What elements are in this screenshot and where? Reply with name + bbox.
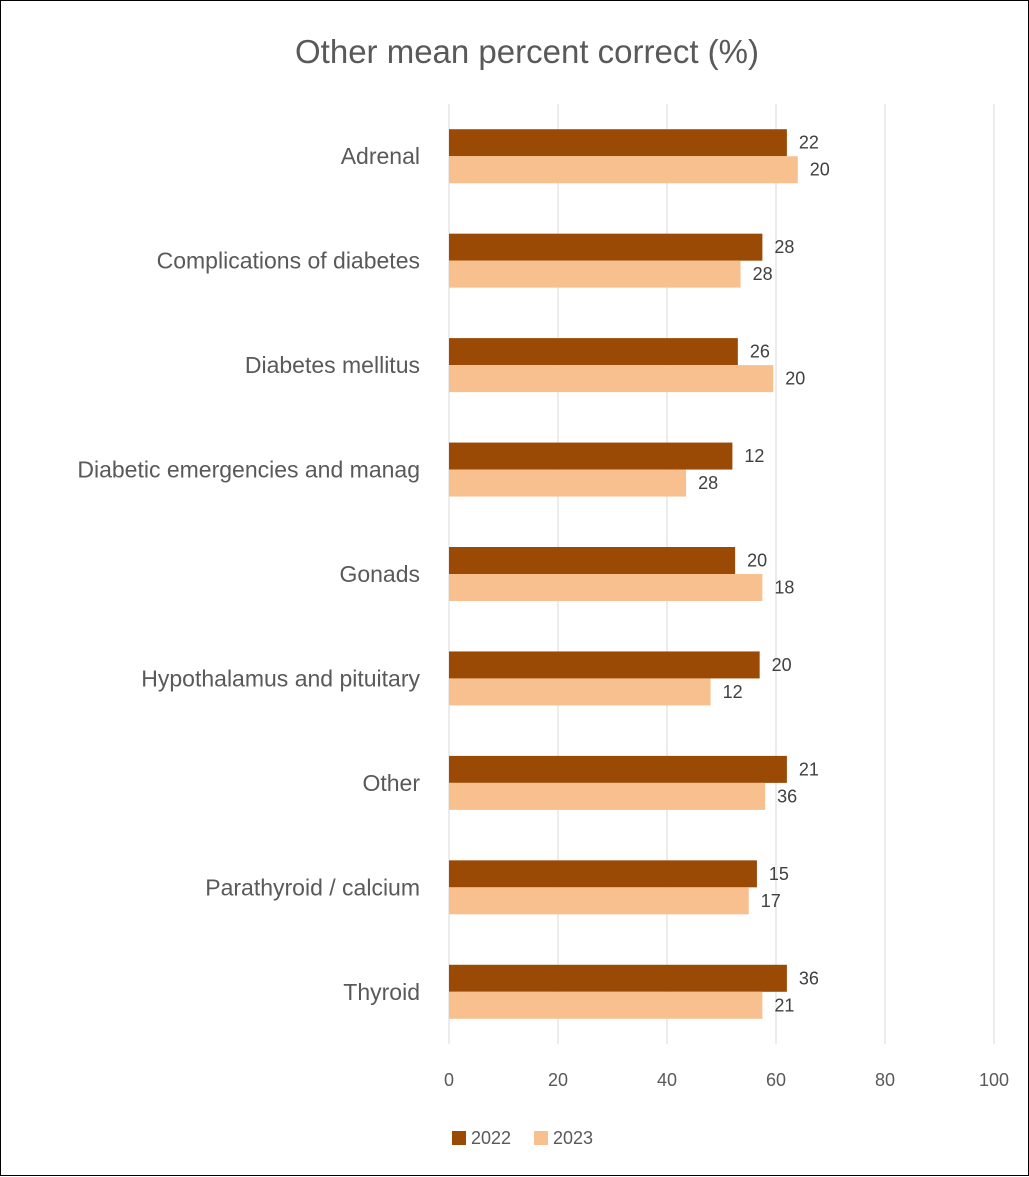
data-label: 28 — [774, 237, 794, 257]
bar-2022 — [449, 547, 736, 574]
x-tick-label: 100 — [979, 1070, 1009, 1090]
data-label: 21 — [774, 995, 794, 1015]
bar-2022 — [449, 129, 787, 157]
category-label: Diabetes mellitus — [245, 352, 420, 378]
bar-2023 — [449, 469, 687, 497]
bar-2023 — [449, 991, 763, 1019]
data-label: 28 — [753, 264, 773, 284]
legend-swatch — [452, 1131, 466, 1145]
x-tick-label: 60 — [766, 1070, 786, 1090]
data-label: 20 — [772, 655, 792, 675]
chart-title: Other mean percent correct (%) — [295, 33, 759, 70]
data-label: 26 — [750, 342, 770, 362]
data-label: 20 — [810, 160, 830, 180]
bar-2022 — [449, 860, 757, 888]
category-label: Thyroid — [343, 979, 420, 1005]
data-label: 20 — [785, 369, 805, 389]
bars — [449, 129, 798, 1019]
bar-2023 — [449, 156, 798, 184]
bar-2022 — [449, 233, 763, 261]
category-label: Hypothalamus and pituitary — [141, 665, 420, 691]
data-label: 21 — [799, 759, 819, 779]
labels: 0 20 40 60 80 100 Adrenal 22 20 Complications of … — [77, 133, 1009, 1090]
category-label: Complications of diabetes — [157, 248, 420, 274]
data-label: 12 — [744, 446, 764, 466]
legend-label: 2023 — [553, 1128, 593, 1148]
bar-2022 — [449, 442, 733, 470]
bar-2023 — [449, 260, 741, 288]
category-label: Gonads — [339, 561, 420, 587]
data-label: 17 — [761, 891, 781, 911]
category-label: Diabetic emergencies and manag — [77, 457, 420, 483]
category-label: Parathyroid / calcium — [205, 874, 420, 900]
data-label: 20 — [747, 551, 767, 571]
bar-2022 — [449, 964, 787, 992]
x-tick-label: 40 — [657, 1070, 677, 1090]
bar-2022 — [449, 338, 738, 366]
data-label: 36 — [777, 786, 797, 806]
bar-2023 — [449, 678, 711, 706]
legend-swatch — [534, 1131, 548, 1145]
category-label: Adrenal — [341, 143, 420, 169]
data-label: 18 — [774, 578, 794, 598]
data-label: 12 — [723, 682, 743, 702]
bar-2023 — [449, 782, 766, 810]
bar-2022 — [449, 651, 760, 679]
data-label: 36 — [799, 968, 819, 988]
category-label: Other — [362, 770, 420, 796]
x-tick-label: 80 — [875, 1070, 895, 1090]
x-tick-label: 20 — [548, 1070, 568, 1090]
bar-2023 — [449, 365, 774, 393]
legend-label: 2022 — [471, 1128, 511, 1148]
data-label: 28 — [698, 473, 718, 493]
data-label: 15 — [769, 864, 789, 884]
data-label: 22 — [799, 133, 819, 153]
x-tick-label: 0 — [444, 1070, 454, 1090]
bar-2023 — [449, 887, 749, 915]
legend: 2022 2023 — [452, 1128, 593, 1148]
bar-2023 — [449, 574, 763, 601]
bar-2022 — [449, 755, 787, 783]
